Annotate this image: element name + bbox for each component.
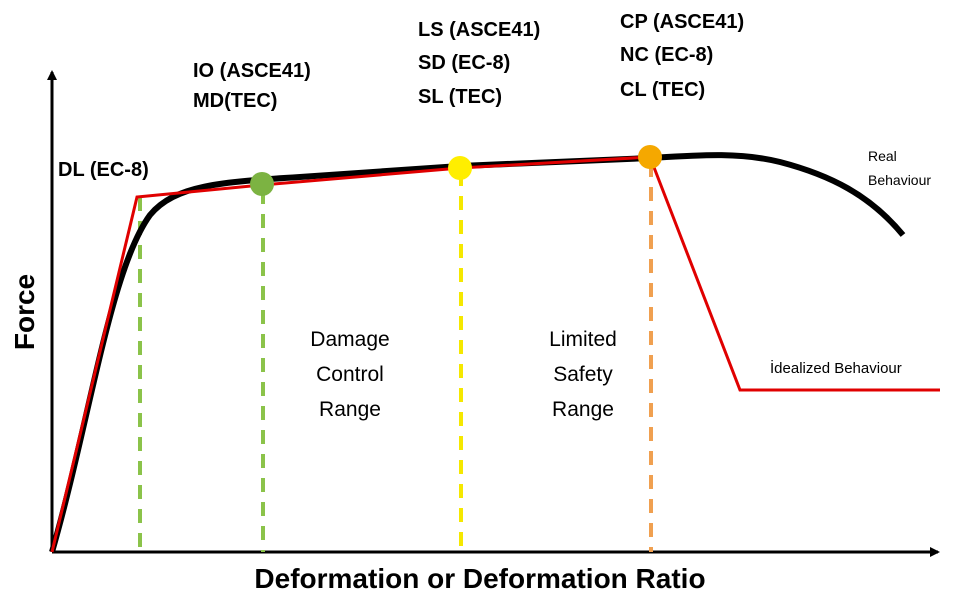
range-label: Safety: [553, 363, 613, 386]
idealized-label: İdealized Behaviour: [770, 359, 902, 377]
real-label: Real: [868, 148, 897, 164]
range-label: Range: [552, 398, 614, 421]
level-label: LS (ASCE41): [418, 19, 540, 41]
ls-point: [448, 156, 472, 180]
range-label: Limited: [549, 328, 617, 351]
y-axis-label: Force: [9, 274, 40, 350]
real-curve: [49, 152, 906, 553]
level-label: SL (TEC): [418, 86, 502, 108]
level-label: CP (ASCE41): [620, 11, 744, 33]
level-label: MD(TEC): [193, 90, 277, 112]
io-point: [250, 172, 274, 196]
real-label: Behaviour: [868, 172, 931, 188]
level-label: SD (EC-8): [418, 52, 510, 74]
level-label: IO (ASCE41): [193, 60, 311, 82]
range-label: Damage: [310, 328, 389, 351]
level-label: NC (EC-8): [620, 44, 713, 66]
cp-point: [638, 145, 662, 169]
level-label: CL (TEC): [620, 79, 705, 101]
idealized-curve: [50, 155, 940, 553]
range-label: Range: [319, 398, 381, 421]
level-label: DL (EC-8): [58, 159, 149, 181]
x-axis-label: Deformation or Deformation Ratio: [254, 563, 705, 594]
range-label: Control: [316, 363, 384, 386]
